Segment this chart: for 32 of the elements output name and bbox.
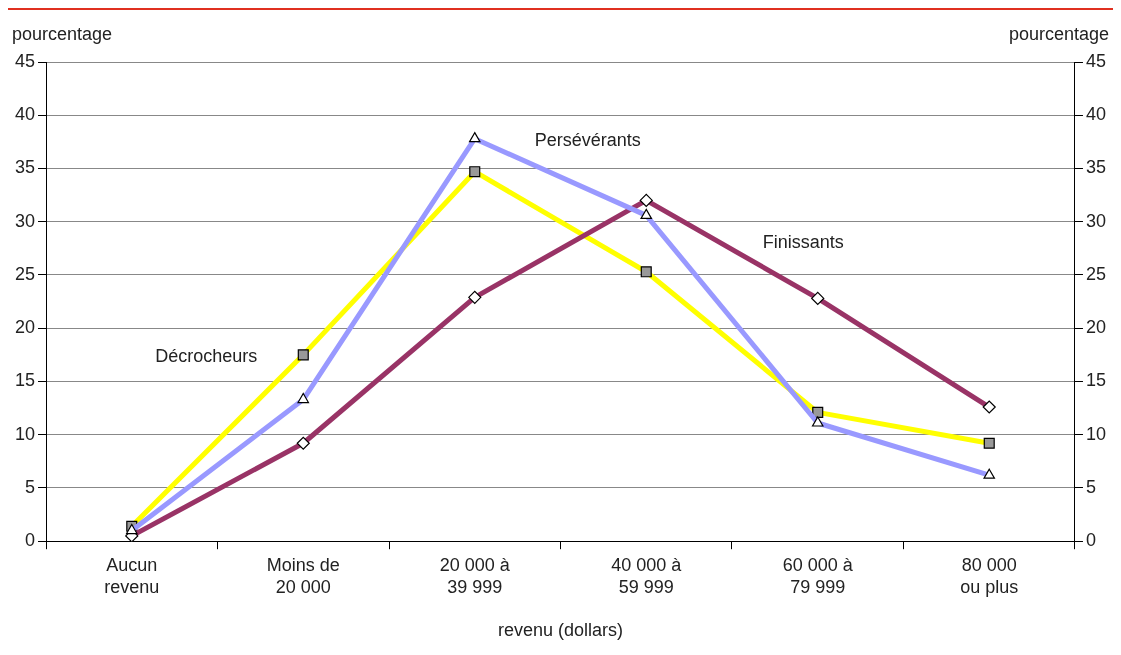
y2-tick-label: 10	[1085, 423, 1107, 444]
y2-tick-label: 5	[1085, 476, 1096, 497]
y-tick-label: 5	[25, 476, 36, 497]
y-tick-label: 10	[14, 423, 36, 444]
x-tick-label: 20 000 à 39 999	[439, 554, 511, 597]
series-label: Décrocheurs	[155, 345, 258, 366]
y-tick-label: 30	[14, 210, 36, 231]
x-tick-label: 60 000 à 79 999	[782, 554, 854, 597]
y2-tick-label: 35	[1085, 157, 1107, 178]
y2-tick-label: 30	[1085, 210, 1107, 231]
y-tick-label: 20	[14, 317, 36, 338]
y2-tick-label: 0	[1085, 530, 1096, 551]
series-label: Finissants	[762, 232, 844, 253]
y-tick-label: 35	[14, 157, 36, 178]
y-tick-label: 40	[14, 104, 36, 125]
y2-tick-label: 45	[1085, 50, 1107, 71]
y2-tick-label: 15	[1085, 370, 1107, 391]
x-tick-label: Moins de 20 000	[266, 554, 340, 597]
y2-tick-label: 25	[1085, 263, 1107, 284]
y-tick-label: 45	[14, 50, 36, 71]
y2-tick-label: 40	[1085, 104, 1107, 125]
y-tick-label: 25	[14, 263, 36, 284]
series-label: Persévérants	[534, 129, 641, 150]
y2-axis-title: pourcentage	[1008, 23, 1109, 44]
x-tick-label: 80 000 ou plus	[960, 554, 1019, 597]
y-tick-label: 15	[14, 370, 36, 391]
x-tick-label: 40 000 à 59 999	[611, 554, 683, 597]
x-tick-label: Aucun revenu	[104, 554, 160, 597]
y-axis-title: pourcentage	[12, 23, 113, 44]
y-tick-label: 0	[25, 530, 36, 551]
y2-tick-label: 20	[1085, 317, 1107, 338]
x-axis-title: revenu (dollars)	[497, 620, 624, 641]
